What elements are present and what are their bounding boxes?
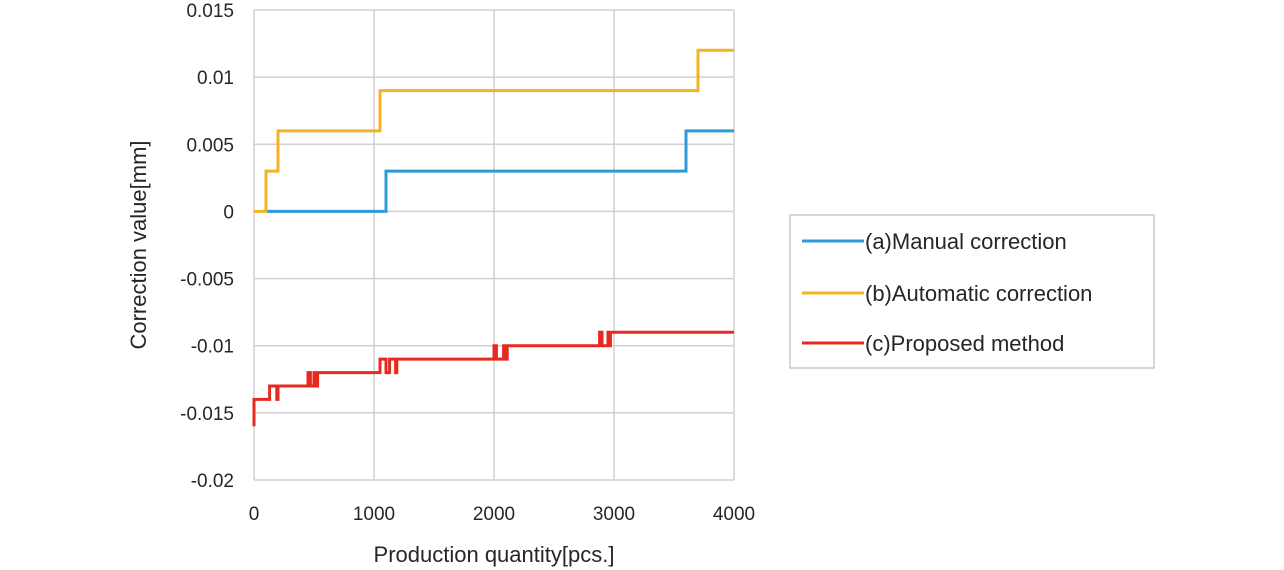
y-tick-label: -0.015 <box>180 404 234 425</box>
series-line-2 <box>254 48 734 213</box>
y-tick-label: 0 <box>223 202 234 223</box>
x-tick-label: 2000 <box>473 504 515 525</box>
y-tick-label: 0.005 <box>186 135 234 156</box>
y-tick-label: -0.02 <box>191 471 234 492</box>
y-tick-label: -0.01 <box>191 337 234 358</box>
legend: (a)Manual correction (b)Automatic correct… <box>789 214 1155 369</box>
x-tick-label: 1000 <box>353 504 395 525</box>
legend-label-3: (c)Proposed method <box>865 331 1064 356</box>
series-line-1 <box>266 129 734 213</box>
y-tick-label: 0.015 <box>186 1 234 22</box>
x-tick-label: 4000 <box>713 504 755 525</box>
series <box>252 48 734 427</box>
series-line-3 <box>252 330 734 427</box>
x-axis-label: Production quantity[pcs.] <box>374 542 615 567</box>
x-tick-label: 0 <box>249 504 260 525</box>
y-tick-label: 0.01 <box>197 68 234 89</box>
legend-label-2: (b)Automatic correction <box>865 281 1092 306</box>
y-axis-label: Correction value[mm] <box>126 140 151 349</box>
legend-label-1: (a)Manual correction <box>865 229 1067 254</box>
x-axis-ticks: 0 1000 2000 3000 4000 <box>249 504 755 525</box>
y-tick-label: -0.005 <box>180 270 234 291</box>
grid <box>253 9 735 481</box>
y-axis-ticks: 0.015 0.01 0.005 0 -0.005 -0.01 -0.015 -0.02 <box>180 1 234 492</box>
x-tick-label: 3000 <box>593 504 635 525</box>
